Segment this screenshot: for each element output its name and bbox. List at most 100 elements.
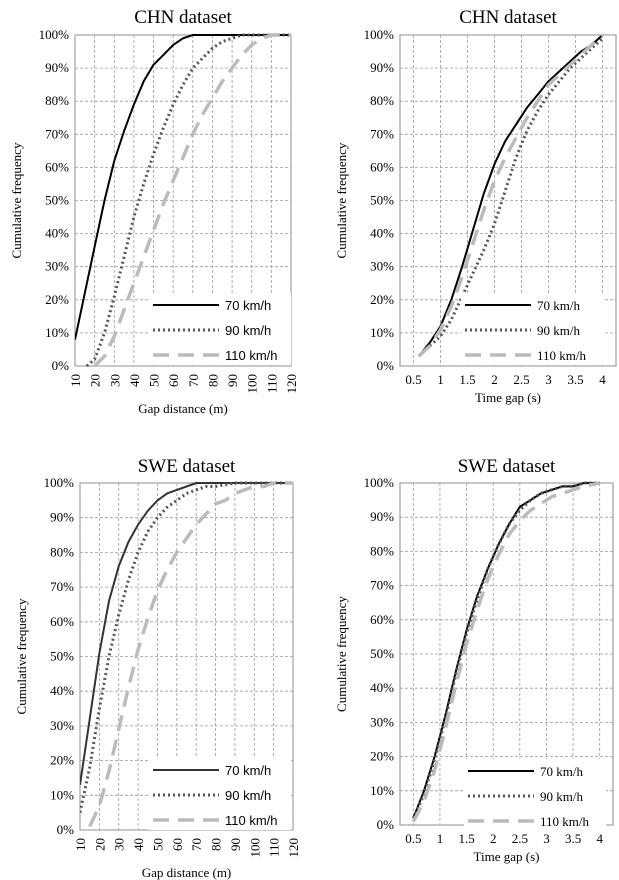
y-tick-label: 30% — [50, 718, 74, 733]
legend: 70 km/h 90 km/h 110 km/h — [149, 293, 291, 365]
y-tick-label: 40% — [370, 680, 394, 695]
x-tick-label: 4 — [599, 372, 606, 387]
x-tick-label: 2.5 — [512, 831, 528, 846]
x-tick-label: 3 — [543, 831, 550, 846]
y-tick-label: 0% — [52, 358, 70, 373]
y-tick-label: 10% — [370, 325, 394, 340]
y-tick-label: 30% — [370, 714, 394, 729]
y-tick-label: 10% — [45, 325, 69, 340]
series-line-1 — [80, 482, 293, 786]
y-tick-label: 80% — [45, 93, 69, 108]
x-tick-label: 1 — [437, 831, 444, 846]
y-tick-label: 20% — [45, 292, 69, 307]
y-tick-label: 100% — [364, 475, 395, 490]
x-tick-label: 20 — [88, 374, 103, 387]
y-tick-label: 80% — [50, 544, 74, 559]
series-group — [80, 481, 293, 828]
y-tick-label: 80% — [370, 543, 394, 558]
series-group — [417, 33, 604, 358]
y-tick-label: 90% — [370, 509, 394, 524]
y-tick-label: 50% — [370, 646, 394, 661]
x-tick-label: 80 — [205, 374, 220, 387]
x-tick-label: 3.5 — [567, 372, 583, 387]
legend-label-2: 90 km/h — [540, 789, 583, 804]
y-tick-label: 100% — [39, 27, 70, 42]
y-tick-label: 20% — [370, 292, 394, 307]
y-tick-label: 0% — [57, 822, 75, 837]
chart-panel-4: SWE dataset 0% 10% 20% 30% 40% 50% 60% 70% 80% 90%… — [334, 456, 614, 864]
x-tick-label: 50 — [147, 374, 162, 387]
y-tick-label: 90% — [370, 60, 394, 75]
y-tick-label: 40% — [45, 226, 69, 241]
y-tick-label: 100% — [44, 475, 75, 490]
legend: 70 km/h 90 km/h 110 km/h — [461, 293, 603, 365]
chart-title: CHN dataset — [134, 7, 232, 28]
y-tick-label: 50% — [50, 649, 74, 664]
y-axis-label: Cumulative frequency — [14, 598, 29, 714]
y-axis-label: Cumulative frequency — [334, 142, 349, 258]
x-tick-label: 0.5 — [405, 831, 421, 846]
x-tick-label: 100 — [245, 374, 260, 394]
legend-label-3: 110 km/h — [225, 348, 278, 363]
x-tick-label: 0.5 — [405, 372, 421, 387]
y-tick-label: 60% — [370, 612, 394, 627]
x-tick-label: 2.5 — [513, 372, 529, 387]
legend: 70 km/h 90 km/h 110 km/h — [464, 759, 606, 831]
x-tick-label: 70 — [189, 838, 204, 851]
x-tick-label: 4 — [596, 831, 603, 846]
x-tick-label: 110 — [264, 374, 279, 393]
x-tick-label: 50 — [150, 838, 165, 851]
x-tick-label: 10 — [68, 374, 83, 387]
y-tick-label: 20% — [50, 753, 74, 768]
legend-label-2: 90 km/h — [225, 788, 271, 803]
y-tick-label: 90% — [45, 60, 69, 75]
y-axis-label: Cumulative frequency — [334, 596, 349, 712]
x-tick-label: 30 — [107, 374, 122, 387]
y-tick-label: 70% — [370, 578, 394, 593]
x-tick-label: 1.5 — [458, 831, 474, 846]
y-tick-label: 60% — [45, 159, 69, 174]
chart-panel-1: CHN dataset 0% 10% 20% 30% 40% 50% 60% 70% 80% 90%… — [9, 7, 299, 416]
legend-label-1: 70 km/h — [225, 763, 271, 778]
chart-panel-2: CHN dataset 0% 10% 20% 30% 40% 50% 60% 70% 80% 90%… — [334, 7, 617, 405]
x-tick-label: 90 — [225, 374, 240, 387]
x-tick-label: 120 — [286, 838, 301, 858]
y-tick-label: 80% — [370, 93, 394, 108]
x-axis-label: Gap distance (m) — [138, 401, 228, 416]
y-tick-label: 10% — [370, 783, 394, 798]
series-group — [411, 481, 601, 823]
y-tick-label: 40% — [50, 683, 74, 698]
series-line-2 — [80, 481, 293, 813]
y-tick-label: 40% — [370, 226, 394, 241]
y-tick-label: 30% — [45, 259, 69, 274]
x-tick-label: 3 — [545, 372, 552, 387]
x-axis-label: Gap distance (m) — [142, 865, 232, 880]
chart-panel-3: SWE dataset 0% 10% 20% 30% 40% 50% 60% 70% 80% 90%… — [14, 456, 301, 880]
x-tick-label: 110 — [267, 838, 282, 857]
y-tick-label: 60% — [50, 614, 74, 629]
y-tick-label: 90% — [50, 510, 74, 525]
legend-label-1: 70 km/h — [540, 764, 583, 779]
x-tick-label: 3.5 — [565, 831, 581, 846]
x-tick-label: 1 — [437, 372, 444, 387]
x-tick-label: 60 — [170, 838, 185, 851]
legend-label-1: 70 km/h — [225, 298, 271, 313]
y-tick-label: 10% — [50, 787, 74, 802]
chart-title: CHN dataset — [459, 7, 557, 28]
y-tick-label: 50% — [45, 193, 69, 208]
y-tick-label: 70% — [45, 126, 69, 141]
series-line-2 — [417, 37, 604, 358]
series-line-3 — [417, 33, 604, 358]
y-tick-label: 70% — [370, 126, 394, 141]
x-axis-label: Time gap (s) — [474, 849, 540, 864]
x-tick-label: 10 — [73, 838, 88, 851]
y-tick-label: 30% — [370, 259, 394, 274]
y-tick-label: 50% — [370, 193, 394, 208]
series-line-1 — [75, 34, 291, 340]
y-axis-label: Cumulative frequency — [9, 142, 24, 258]
x-tick-label: 60 — [166, 374, 181, 387]
x-tick-label: 30 — [112, 838, 127, 851]
x-tick-label: 40 — [131, 838, 146, 851]
series-line-1 — [418, 34, 604, 357]
x-tick-label: 2 — [490, 831, 497, 846]
